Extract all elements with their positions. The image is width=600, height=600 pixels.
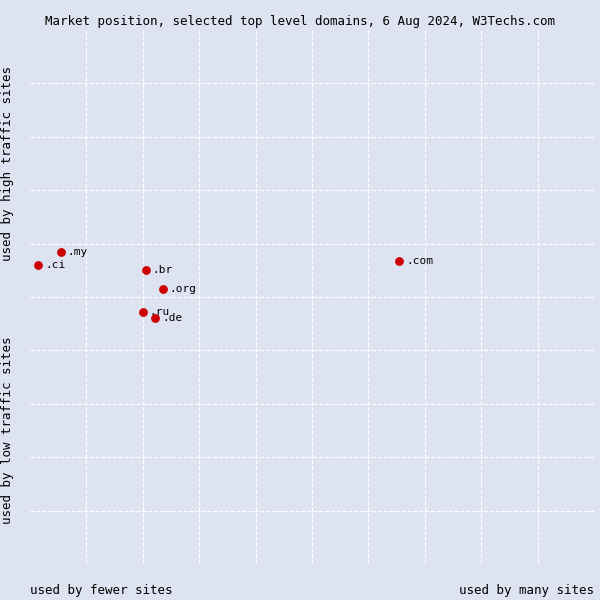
Text: used by low traffic sites: used by low traffic sites (1, 337, 14, 524)
Point (138, 307, 148, 317)
Point (141, 265, 151, 275)
Text: .de: .de (162, 313, 182, 323)
Text: used by high traffic sites: used by high traffic sites (1, 66, 14, 261)
Text: .ci: .ci (45, 260, 65, 270)
Text: .br: .br (152, 265, 173, 275)
Point (395, 256, 404, 265)
Point (56, 247, 66, 256)
Text: .com: .com (406, 256, 433, 266)
Point (151, 314, 160, 323)
Point (158, 284, 167, 294)
Text: .my: .my (68, 247, 88, 257)
Point (34, 260, 43, 270)
Text: .org: .org (169, 284, 196, 294)
Text: Market position, selected top level domains, 6 Aug 2024, W3Techs.com: Market position, selected top level doma… (45, 15, 555, 28)
Text: used by many sites: used by many sites (459, 584, 594, 597)
Text: .ru: .ru (149, 307, 170, 317)
Text: used by fewer sites: used by fewer sites (30, 584, 173, 597)
